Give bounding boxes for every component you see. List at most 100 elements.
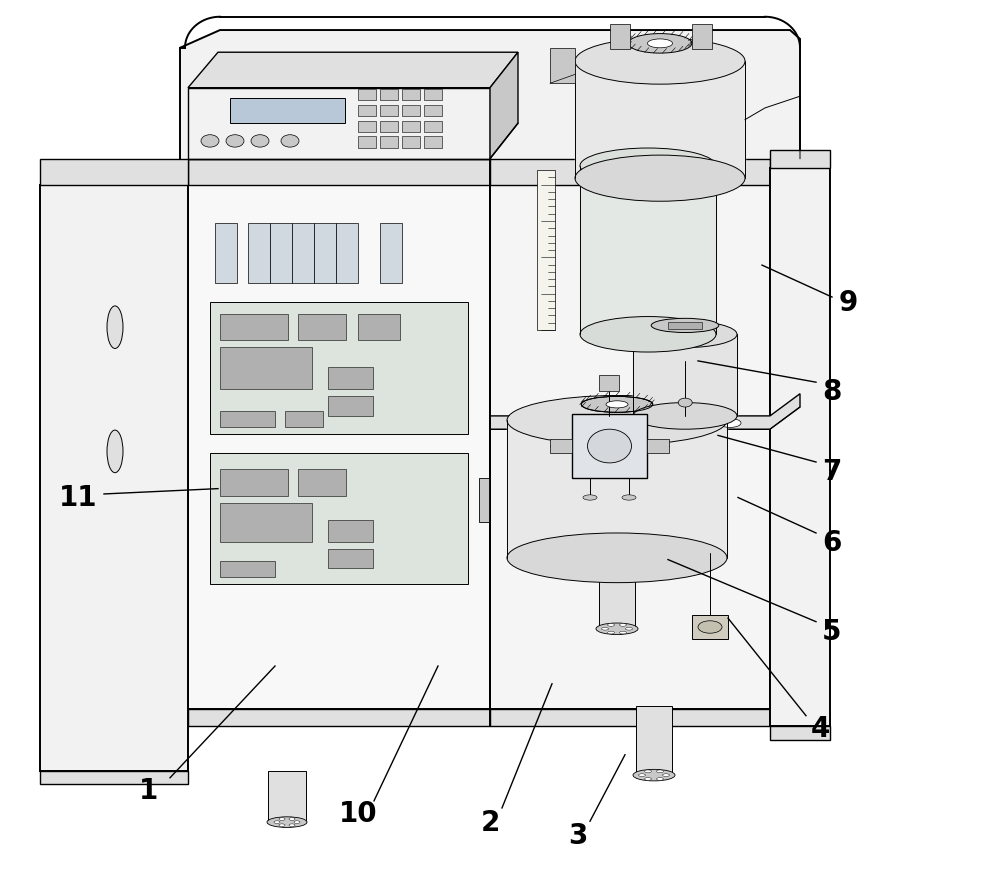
Ellipse shape xyxy=(633,322,737,348)
Polygon shape xyxy=(479,478,489,523)
Ellipse shape xyxy=(606,401,628,408)
Bar xyxy=(647,439,669,454)
Ellipse shape xyxy=(294,820,300,824)
Text: 8: 8 xyxy=(822,377,842,406)
Text: 7: 7 xyxy=(822,457,842,486)
Bar xyxy=(210,454,468,585)
Polygon shape xyxy=(490,709,770,727)
Ellipse shape xyxy=(575,39,745,85)
Bar xyxy=(220,503,312,542)
Text: 5: 5 xyxy=(822,617,842,645)
Polygon shape xyxy=(188,53,518,89)
Bar xyxy=(298,315,346,341)
Bar xyxy=(380,137,398,149)
Polygon shape xyxy=(490,186,770,709)
Ellipse shape xyxy=(626,627,633,631)
Bar xyxy=(380,89,398,101)
Ellipse shape xyxy=(587,430,632,463)
Ellipse shape xyxy=(633,769,675,781)
Polygon shape xyxy=(490,53,518,159)
Bar xyxy=(314,223,336,284)
Polygon shape xyxy=(770,168,830,727)
Polygon shape xyxy=(40,771,188,784)
Text: 1: 1 xyxy=(138,776,158,804)
Bar xyxy=(424,89,442,101)
Text: 6: 6 xyxy=(822,528,842,556)
Bar xyxy=(220,315,288,341)
Bar xyxy=(380,121,398,133)
Ellipse shape xyxy=(622,495,636,501)
Ellipse shape xyxy=(678,399,692,408)
Ellipse shape xyxy=(201,136,219,148)
Ellipse shape xyxy=(580,149,716,184)
Text: 3: 3 xyxy=(568,820,588,849)
Bar xyxy=(599,376,619,392)
Ellipse shape xyxy=(644,778,652,781)
Bar xyxy=(358,121,376,133)
Bar xyxy=(424,105,442,117)
Bar xyxy=(610,25,630,50)
Ellipse shape xyxy=(662,774,670,776)
Ellipse shape xyxy=(620,624,626,626)
Ellipse shape xyxy=(251,136,269,148)
Ellipse shape xyxy=(620,632,626,634)
Polygon shape xyxy=(770,151,830,168)
Ellipse shape xyxy=(608,632,614,634)
Ellipse shape xyxy=(719,419,741,428)
Bar xyxy=(402,121,420,133)
Ellipse shape xyxy=(583,495,597,501)
Bar xyxy=(298,470,346,496)
Ellipse shape xyxy=(639,774,646,776)
Bar xyxy=(220,562,275,578)
Ellipse shape xyxy=(281,136,299,148)
Bar xyxy=(358,315,400,341)
Polygon shape xyxy=(40,159,188,186)
Bar xyxy=(285,411,323,427)
Bar xyxy=(424,121,442,133)
Ellipse shape xyxy=(644,770,652,773)
Ellipse shape xyxy=(107,307,123,349)
Text: 4: 4 xyxy=(810,714,830,742)
Bar xyxy=(380,223,402,284)
Text: 2: 2 xyxy=(480,808,500,836)
Polygon shape xyxy=(40,186,188,771)
Polygon shape xyxy=(770,727,830,740)
Ellipse shape xyxy=(267,817,307,828)
Bar xyxy=(292,223,314,284)
Text: 10: 10 xyxy=(339,799,377,828)
Ellipse shape xyxy=(596,624,638,634)
Polygon shape xyxy=(490,159,770,186)
Bar xyxy=(215,223,237,284)
Ellipse shape xyxy=(107,431,123,473)
Bar xyxy=(220,347,312,390)
Bar xyxy=(537,171,555,330)
Ellipse shape xyxy=(289,824,295,827)
Ellipse shape xyxy=(507,533,727,583)
Bar xyxy=(210,303,468,434)
Bar xyxy=(248,223,270,284)
Bar xyxy=(220,470,288,496)
Polygon shape xyxy=(507,421,727,558)
Ellipse shape xyxy=(698,621,722,633)
Polygon shape xyxy=(188,89,490,159)
Text: 11: 11 xyxy=(59,484,97,512)
Ellipse shape xyxy=(581,397,653,413)
Ellipse shape xyxy=(656,770,664,773)
Ellipse shape xyxy=(651,319,719,333)
Bar xyxy=(550,439,572,454)
Bar xyxy=(550,49,575,84)
Text: 9: 9 xyxy=(838,289,858,317)
Ellipse shape xyxy=(274,820,280,824)
Bar xyxy=(380,105,398,117)
Ellipse shape xyxy=(279,818,285,820)
Bar xyxy=(692,615,728,640)
Polygon shape xyxy=(575,62,745,179)
Bar xyxy=(268,771,306,822)
Ellipse shape xyxy=(608,624,614,626)
Ellipse shape xyxy=(580,317,716,353)
Bar xyxy=(328,549,373,569)
Polygon shape xyxy=(633,335,737,416)
Bar xyxy=(402,105,420,117)
Polygon shape xyxy=(490,394,800,430)
Bar xyxy=(402,137,420,149)
